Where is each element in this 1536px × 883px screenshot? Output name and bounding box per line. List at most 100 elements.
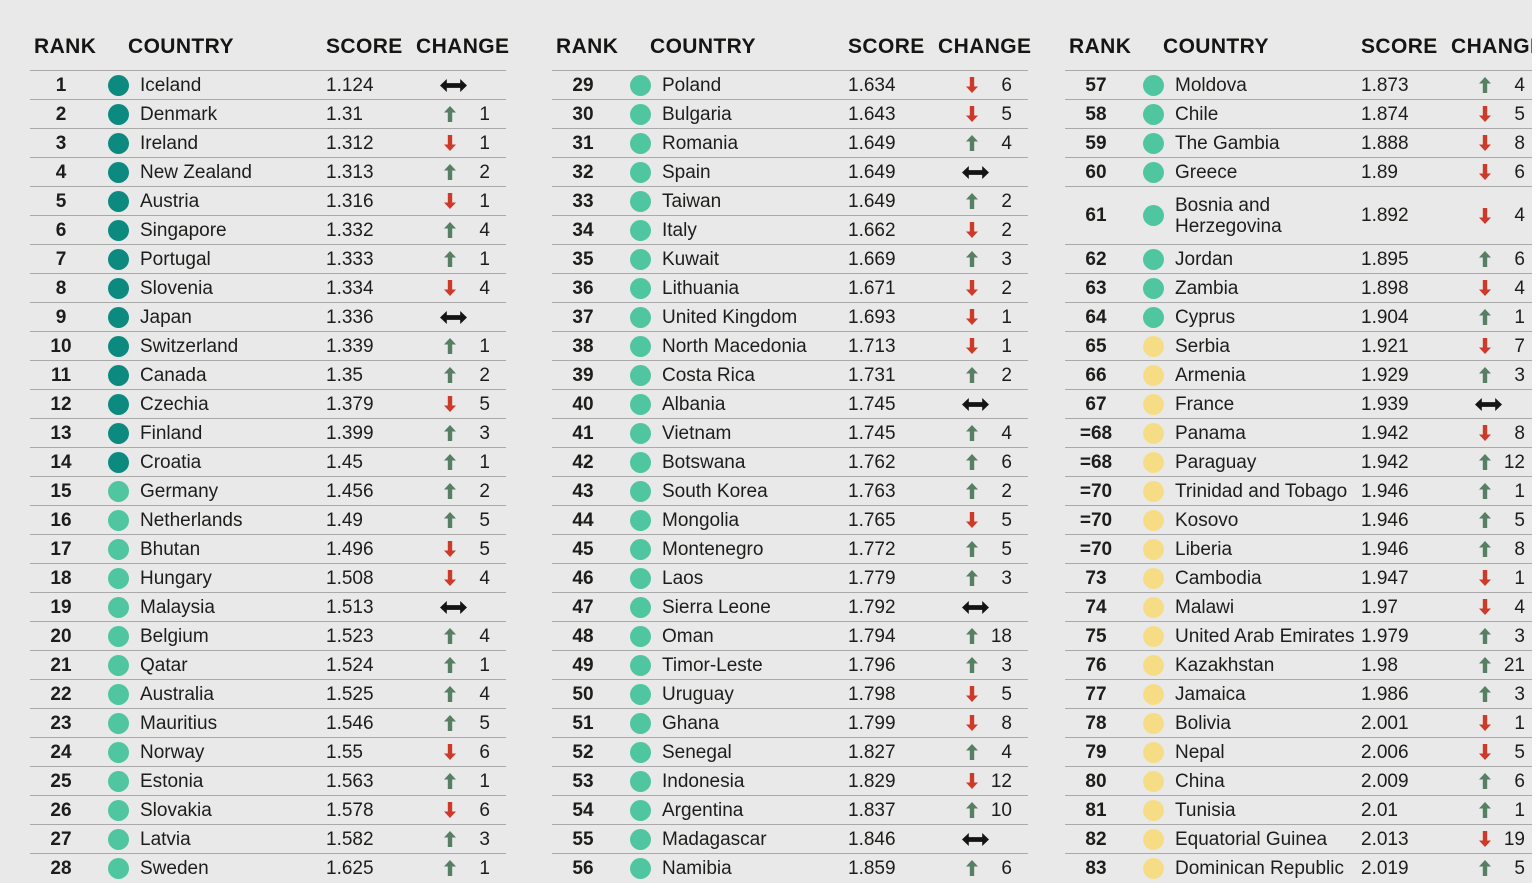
country-name: Germany [140,480,219,502]
dot-cell [1127,854,1167,882]
country-name: Jordan [1175,248,1234,270]
country-name: Spain [662,161,711,183]
dot-cell [614,593,654,621]
table-row: =68 Paraguay 1.942 12 [1065,447,1536,476]
country-name: Malawi [1175,596,1235,618]
dot-cell [92,564,132,592]
down-arrow-icon [966,77,978,93]
country-name: United Arab Emirates [1175,625,1355,647]
up-arrow-icon [1479,802,1491,818]
up-arrow-icon [1479,657,1491,673]
change-value: 6 [1514,770,1525,792]
peace-tier-dot [108,335,129,357]
down-arrow-icon [966,222,978,238]
score-value: 1.669 [848,248,896,270]
change-value: 1 [479,451,490,473]
peace-tier-dot [630,277,651,299]
table-row: 25 Estonia 1.563 1 [30,766,506,795]
rank-value: =70 [1079,538,1113,560]
change-value: 1 [479,335,490,357]
table-row: 38 North Macedonia 1.713 1 [552,331,1028,360]
change-cell: 10 [938,796,1028,824]
score-value: 1.942 [1361,422,1409,444]
rank-value: 63 [1085,277,1107,299]
change-value: 1 [1001,335,1012,357]
up-arrow-icon [966,193,978,209]
rank-value: 78 [1085,712,1107,734]
change-value: 6 [1514,161,1525,183]
change-value: 4 [1001,132,1012,154]
score-value: 1.643 [848,103,896,125]
country-name: Kosovo [1175,509,1239,531]
score-value: 1.316 [326,190,374,212]
score-value: 2.01 [1361,799,1398,821]
rank-value: 20 [50,625,72,647]
table-row: 52 Senegal 1.827 4 [552,737,1028,766]
change-value: 1 [1514,480,1525,502]
score-value: 1.379 [326,393,374,415]
change-cell: 6 [938,854,1028,882]
country-name: Norway [140,741,205,763]
change-value: 1 [479,248,490,270]
dot-cell [1127,71,1167,99]
change-cell: 3 [938,245,1028,273]
change-cell: 3 [1451,361,1536,389]
table-row: 62 Jordan 1.895 6 [1065,244,1536,273]
dot-cell [92,477,132,505]
table-row: 26 Slovakia 1.578 6 [30,795,506,824]
change-cell: 1 [1451,477,1536,505]
change-value: 2 [479,480,490,502]
country-name: Serbia [1175,335,1230,357]
rank-value: 30 [572,103,594,125]
table-row: 58 Chile 1.874 5 [1065,99,1536,128]
change-cell: 1 [938,303,1028,331]
country-name: Paraguay [1175,451,1257,473]
up-arrow-icon [444,164,456,180]
change-value: 10 [990,799,1012,821]
dot-cell [92,390,132,418]
rank-value: 4 [55,161,67,183]
table-row: 28 Sweden 1.625 1 [30,853,506,882]
down-arrow-icon [966,280,978,296]
column-header-score: SCORE [1361,35,1438,58]
score-value: 1.336 [326,306,374,328]
change-value: 5 [1514,741,1525,763]
up-arrow-icon [444,106,456,122]
table-row: 19 Malaysia 1.513 [30,592,506,621]
rank-value: 6 [55,219,67,241]
rank-value: 15 [50,480,72,502]
change-cell [938,593,1028,621]
country-name: Qatar [140,654,188,676]
table-row: =70 Trinidad and Tobago 1.946 1 [1065,476,1536,505]
table-row: 18 Hungary 1.508 4 [30,563,506,592]
rank-value: 10 [50,335,72,357]
dot-cell [92,709,132,737]
change-value: 19 [1503,828,1525,850]
change-cell: 2 [938,274,1028,302]
country-name: Trinidad and Tobago [1175,480,1348,502]
table-row: 73 Cambodia 1.947 1 [1065,563,1536,592]
dot-cell [614,332,654,360]
dot-cell [92,419,132,447]
score-value: 1.765 [848,509,896,531]
peace-tier-dot [1143,422,1164,444]
table-row: 53 Indonesia 1.829 12 [552,766,1028,795]
up-arrow-icon [444,512,456,528]
peace-tier-dot [1143,538,1164,560]
table-row: 41 Vietnam 1.745 4 [552,418,1028,447]
rank-value: 53 [572,770,594,792]
rank-value: =70 [1079,509,1113,531]
change-cell: 5 [416,506,506,534]
rank-value: 81 [1085,799,1107,821]
rank-value: 7 [55,248,67,270]
country-name: Moldova [1175,74,1247,96]
country-name: Australia [140,683,214,705]
peace-tier-dot [1143,596,1164,618]
change-value: 2 [1001,190,1012,212]
change-cell: 1 [1451,796,1536,824]
country-name: Oman [662,625,714,647]
country-name: Cyprus [1175,306,1236,328]
change-cell: 2 [938,361,1028,389]
rank-value: 66 [1085,364,1107,386]
table-row: 77 Jamaica 1.986 3 [1065,679,1536,708]
